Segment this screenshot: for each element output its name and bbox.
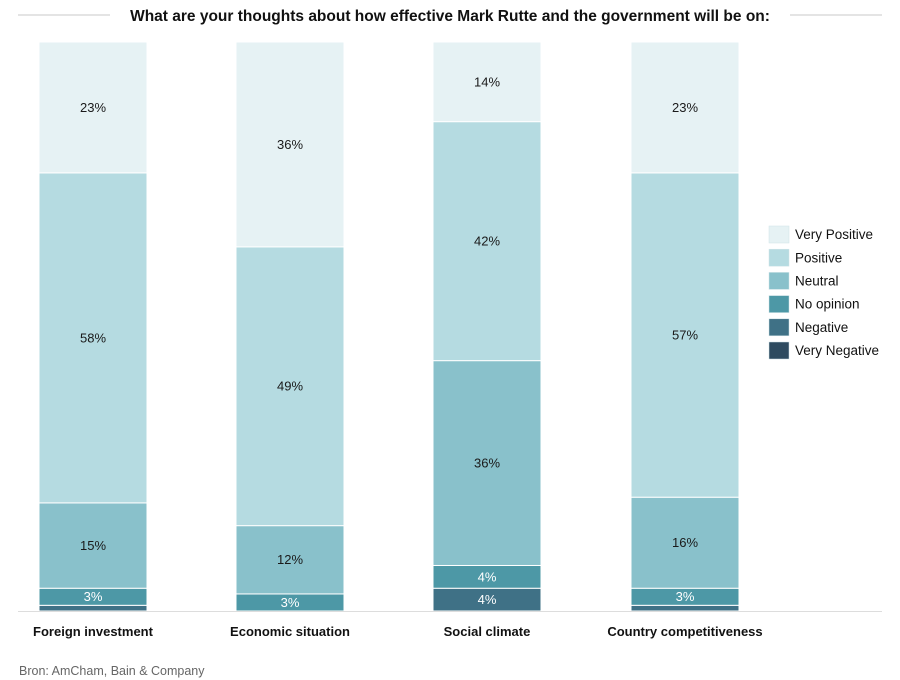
legend-swatch-positive xyxy=(768,248,790,267)
bar-segment-social-climate-positive xyxy=(432,121,542,362)
legend-label-negative: Negative xyxy=(795,320,848,335)
bar-segment-foreign-investment-neutral xyxy=(38,502,148,589)
bar-segment-social-climate-neutral xyxy=(432,360,542,566)
legend-swatch-very-negative xyxy=(768,341,790,360)
data-label-foreign-investment-no-opinion: 3% xyxy=(84,589,103,604)
data-label-social-climate-positive: 42% xyxy=(474,234,500,249)
data-label-country-competitiveness-neutral: 16% xyxy=(672,535,698,550)
bar-segment-country-competitiveness-positive xyxy=(630,172,740,498)
legend-label-very-positive: Very Positive xyxy=(795,227,873,242)
bar-segment-social-climate-very-positive xyxy=(432,41,542,123)
data-label-social-climate-very-positive: 14% xyxy=(474,74,500,89)
legend-label-very-negative: Very Negative xyxy=(795,343,879,358)
data-label-economic-situation-positive: 49% xyxy=(277,379,303,394)
legend-swatch-neutral xyxy=(768,272,790,290)
data-label-social-climate-neutral: 36% xyxy=(474,455,500,470)
bar-segment-foreign-investment-positive xyxy=(38,172,148,504)
legend-label-neutral: Neutral xyxy=(795,273,839,288)
bars-group: 3% 15% 58% 23% 3% 12% 49% 36% 4% 4% 36% 42% 14% 3% 16%… xyxy=(38,41,740,612)
x-tick-label-country-competitiveness: Country competitiveness xyxy=(607,624,762,639)
data-label-social-climate-no-opinion: 4% xyxy=(478,569,497,584)
legend-label-no-opinion: No opinion xyxy=(795,297,860,312)
bar-segment-economic-situation-neutral xyxy=(235,525,345,595)
source-note: Bron: AmCham, Bain & Company xyxy=(19,664,205,678)
legend-swatch-very-positive xyxy=(768,225,790,244)
data-label-foreign-investment-neutral: 15% xyxy=(80,538,106,553)
data-label-country-competitiveness-no-opinion: 3% xyxy=(676,589,695,604)
bar-segment-foreign-investment-very-positive xyxy=(38,41,148,174)
bar-segment-economic-situation-positive xyxy=(235,246,345,527)
legend-label-positive: Positive xyxy=(795,250,842,265)
legend-swatch-no-opinion xyxy=(768,295,790,313)
bar-segment-country-competitiveness-neutral xyxy=(630,496,740,589)
category-labels: Foreign investment Economic situation Soci… xyxy=(33,624,763,639)
data-label-economic-situation-no-opinion: 3% xyxy=(281,595,300,610)
bar-segment-economic-situation-very-positive xyxy=(235,41,345,248)
legend-swatch-negative xyxy=(768,318,790,337)
chart-title: What are your thoughts about how effecti… xyxy=(130,8,770,25)
data-label-economic-situation-neutral: 12% xyxy=(277,552,303,567)
data-label-foreign-investment-positive: 58% xyxy=(80,330,106,345)
data-label-social-climate-negative: 4% xyxy=(478,592,497,607)
bar-segment-country-competitiveness-negative xyxy=(630,604,740,612)
x-tick-label-social-climate: Social climate xyxy=(444,624,531,639)
bar-segment-country-competitiveness-very-positive xyxy=(630,41,740,174)
data-label-foreign-investment-very-positive: 23% xyxy=(80,100,106,115)
bar-segment-foreign-investment-negative xyxy=(38,604,148,612)
data-label-country-competitiveness-positive: 57% xyxy=(672,327,698,342)
data-label-economic-situation-very-positive: 36% xyxy=(277,137,303,152)
x-tick-label-foreign-investment: Foreign investment xyxy=(33,624,154,639)
data-label-country-competitiveness-very-positive: 23% xyxy=(672,100,698,115)
x-tick-label-economic-situation: Economic situation xyxy=(230,624,350,639)
legend: Very Positive Positive Neutral No opinion Ne… xyxy=(768,225,879,360)
